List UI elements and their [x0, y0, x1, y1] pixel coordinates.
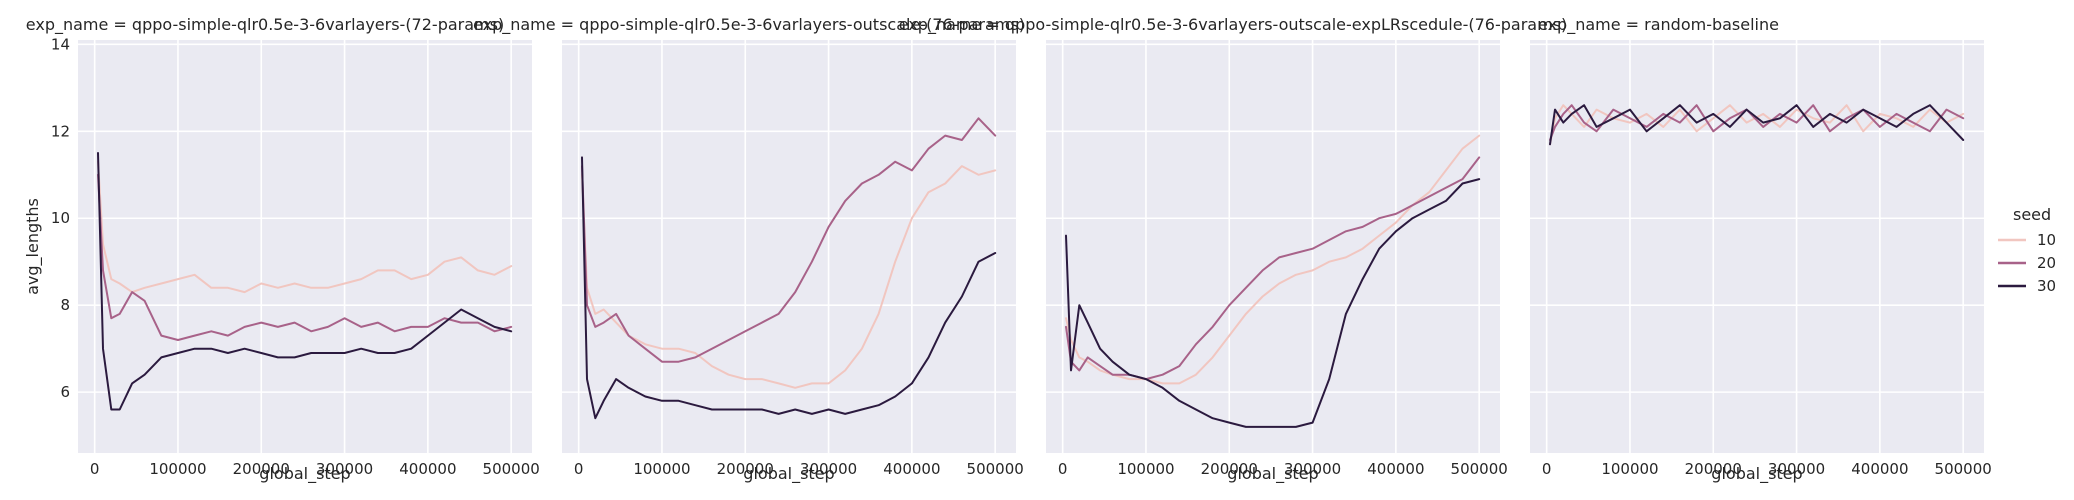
x-axis-label: global_step: [259, 464, 350, 484]
legend-label: 10: [2037, 231, 2056, 249]
x-axis-label: global_step: [1711, 464, 1802, 484]
series-line-seed-20: [1549, 104, 1965, 141]
panel-title: exp_name = qppo-simple-qlr0.5e-3-6varlay…: [26, 15, 504, 35]
x-tick-label: 0: [574, 460, 584, 478]
panel-background: [1046, 40, 1500, 453]
series-line-seed-20: [581, 117, 997, 363]
panel-title: exp_name = qppo-simple-qlr0.5e-3-6varlay…: [473, 15, 1025, 35]
x-tick-label: 300000: [1284, 460, 1341, 478]
x-tick-label: 400000: [883, 460, 940, 478]
x-axis-label: global_step: [743, 464, 834, 484]
y-tick-label: 8: [60, 296, 70, 314]
series-line-seed-30: [97, 152, 513, 411]
x-tick-label: 500000: [1935, 460, 1992, 478]
x-tick-label: 100000: [149, 460, 206, 478]
x-tick-label: 200000: [1201, 460, 1258, 478]
series-line-seed-30: [1065, 178, 1481, 428]
x-tick-label: 100000: [1601, 460, 1658, 478]
panel-background: [562, 40, 1016, 453]
x-tick-label: 0: [90, 460, 100, 478]
x-tick-label: 100000: [633, 460, 690, 478]
x-tick-label: 100000: [1117, 460, 1174, 478]
series-line-seed-10: [97, 160, 513, 294]
x-tick-label: 300000: [800, 460, 857, 478]
legend-title: seed: [2013, 205, 2051, 224]
x-tick-label: 200000: [717, 460, 774, 478]
panel-title: exp_name = qppo-simple-qlr0.5e-3-6varlay…: [899, 15, 1567, 35]
legend-label: 20: [2037, 254, 2056, 272]
x-tick-label: 400000: [1851, 460, 1908, 478]
legend-label: 30: [2037, 277, 2056, 295]
panel-title: exp_name = random-baseline: [1538, 15, 1779, 35]
series-line-seed-30: [1549, 104, 1965, 146]
y-tick-label: 6: [60, 383, 70, 401]
panel-background: [1530, 40, 1984, 453]
y-tick-label: 14: [51, 35, 70, 53]
y-axis-label: avg_lengths: [23, 198, 43, 295]
y-tick-label: 10: [51, 209, 70, 227]
x-tick-label: 400000: [1367, 460, 1424, 478]
series-line-seed-10: [1065, 134, 1481, 385]
x-tick-label: 300000: [316, 460, 373, 478]
x-tick-label: 500000: [967, 460, 1024, 478]
series-line-seed-20: [1065, 156, 1481, 381]
x-tick-label: 0: [1542, 460, 1552, 478]
x-tick-label: 400000: [399, 460, 456, 478]
x-tick-label: 500000: [483, 460, 540, 478]
y-tick-label: 12: [51, 122, 70, 140]
x-tick-label: 200000: [1685, 460, 1742, 478]
x-tick-label: 0: [1058, 460, 1068, 478]
x-tick-label: 300000: [1768, 460, 1825, 478]
x-axis-label: global_step: [1227, 464, 1318, 484]
x-tick-label: 200000: [233, 460, 290, 478]
series-line-seed-30: [581, 156, 997, 420]
panel-background: [78, 40, 532, 453]
x-tick-label: 500000: [1451, 460, 1508, 478]
series-line-seed-20: [97, 173, 513, 341]
series-line-seed-10: [581, 165, 997, 389]
